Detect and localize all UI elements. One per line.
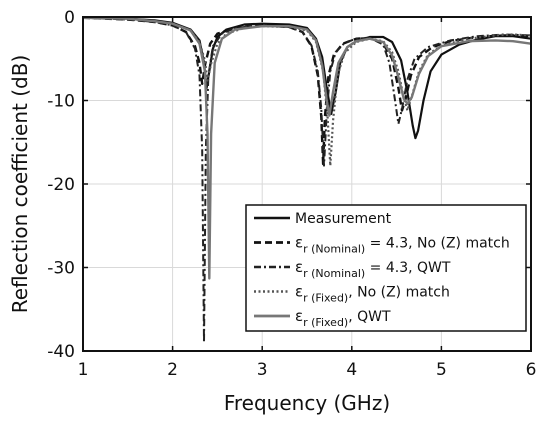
legend-label-2: εr (Nominal) = 4.3, No (Z) match [295, 234, 510, 256]
x-tick-label: 2 [167, 360, 178, 380]
series-line-3 [82, 16, 532, 344]
legend-label-subscript: r (Fixed) [303, 292, 348, 305]
x-axis-label: Frequency (GHz) [224, 391, 390, 415]
legend-label-suffix: , No (Z) match [348, 285, 450, 301]
legend-label-5: εr (Fixed), QWT [295, 307, 391, 329]
legend-label-subscript: r (Nominal) [303, 243, 365, 256]
x-tick-label: 6 [526, 360, 537, 380]
series-group [82, 16, 532, 344]
legend-label-1: Measurement [295, 211, 392, 227]
legend-label-suffix: , QWT [348, 309, 391, 325]
legend-label-subscript: r (Nominal) [303, 267, 365, 280]
y-tick-label: -10 [47, 92, 75, 112]
y-tick-label: 0 [64, 8, 75, 28]
legend-box [245, 204, 527, 332]
y-axis-label: Reflection coefficient (dB) [8, 55, 32, 314]
y-tick-label: -30 [47, 259, 75, 279]
x-tick-label: 1 [78, 360, 89, 380]
legend-label-3: εr (Nominal) = 4.3, QWT [295, 258, 451, 280]
y-tick-label: -20 [47, 175, 75, 195]
axis-ticks: 1 2 3 4 5 6 0 -10 -20 -30 -40 [47, 8, 536, 380]
legend-label-main: ε [295, 258, 303, 276]
legend-label-main: ε [295, 234, 303, 252]
legend-label-suffix: = 4.3, No (Z) match [365, 236, 510, 252]
legend-label-main: Measurement [295, 211, 392, 227]
legend-label-4: εr (Fixed), No (Z) match [295, 283, 450, 305]
x-tick-label: 4 [346, 360, 357, 380]
x-tick-label: 5 [436, 360, 447, 380]
legend-label-main: ε [295, 307, 303, 325]
x-tick-label: 3 [257, 360, 268, 380]
series-line-5 [82, 16, 532, 280]
legend-label-subscript: r (Fixed) [303, 316, 348, 329]
legend-label-suffix: = 4.3, QWT [365, 260, 451, 276]
y-tick-label: -40 [47, 342, 75, 362]
legend-label-main: ε [295, 283, 303, 301]
